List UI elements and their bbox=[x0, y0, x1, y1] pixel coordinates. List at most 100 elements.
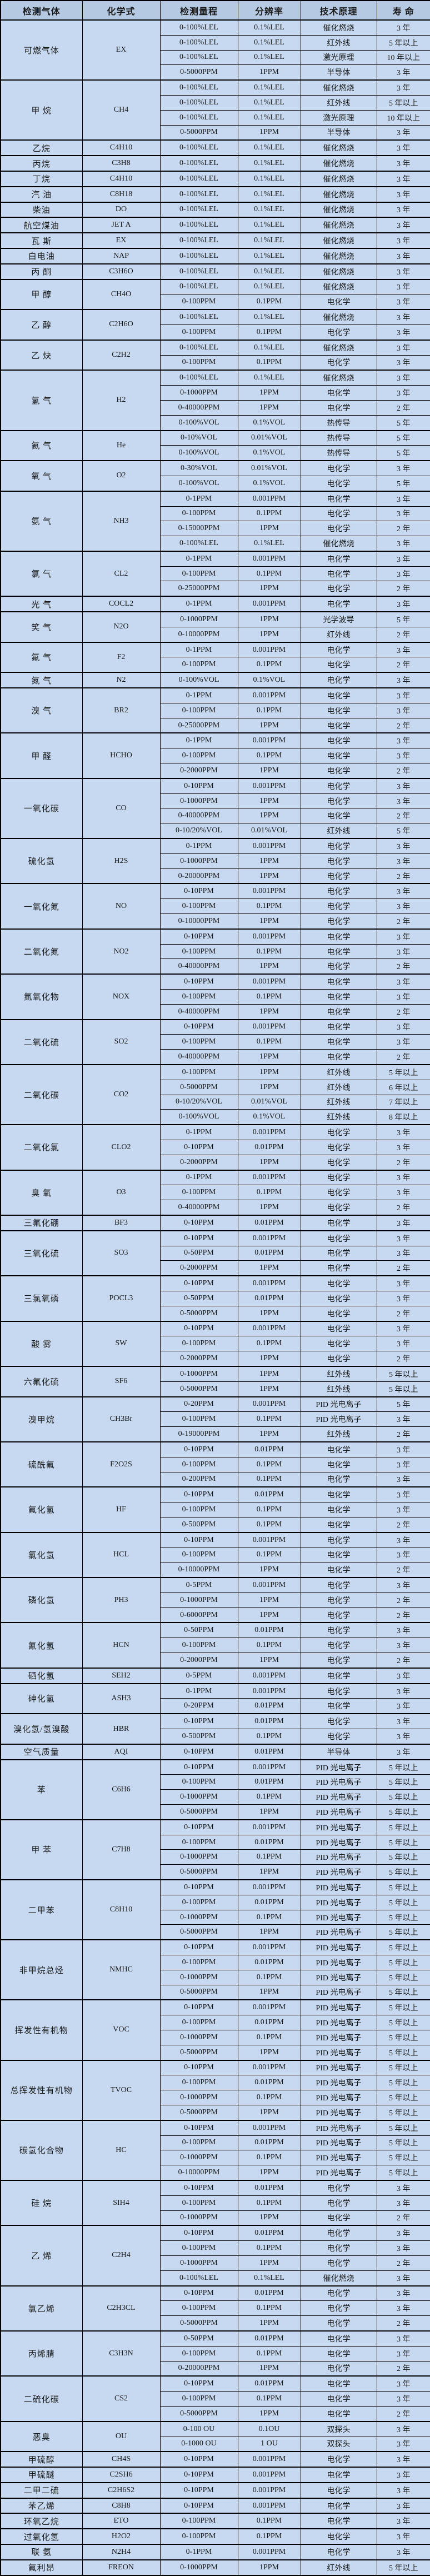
resolution-cell: 0.001PPM bbox=[237, 2482, 301, 2499]
table-row: 0-1000PPM 1PPM 电化学 2 年 bbox=[1, 1592, 430, 1608]
range-cell: 0-20000PPM bbox=[159, 868, 238, 884]
table-row: 甲 醛 HCHO 0-1PPM 0.001PPM 电化学 3 年 bbox=[0, 732, 430, 779]
lifespan-cell: 3 年 bbox=[376, 2451, 430, 2468]
resolution-cell: 1PPM bbox=[237, 1079, 301, 1095]
range-cell: 0-10PPM bbox=[159, 2285, 238, 2302]
resolution-cell: 1PPM bbox=[237, 581, 301, 597]
lifespan-cell: 5 年以上 bbox=[376, 1879, 430, 1895]
range-cell: 0-5000PPM bbox=[159, 1079, 238, 1095]
table-row: 0-100PPM 0.01PPM PID 光电离子 5 年以上 bbox=[1, 2075, 430, 2091]
range-cell: 0-40000PPM bbox=[159, 400, 238, 416]
resolution-cell: 0.1%LEL bbox=[237, 186, 301, 203]
table-row: 0-100PPM 0.1PPM 电化学 3 年 bbox=[1, 506, 430, 522]
lifespan-cell: 3 年 bbox=[376, 1275, 430, 1291]
principle-cell: 催化燃烧 bbox=[300, 79, 377, 96]
table-row: 0-19000PPM 1PPM 红外线 2 年 bbox=[1, 1426, 430, 1442]
range-cell: 0-50PPM bbox=[159, 1622, 238, 1639]
range-cell: 0-100PPM bbox=[159, 506, 238, 522]
principle-cell: PID 光电离子 bbox=[300, 1789, 377, 1805]
resolution-cell: 0.01PPM bbox=[237, 1139, 301, 1155]
range-cell: 0-100%LEL bbox=[159, 217, 238, 233]
resolution-cell: 1PPM bbox=[237, 124, 301, 141]
table-row: 0-10000PPM 1PPM 电化学 2 年 bbox=[1, 1562, 430, 1578]
range-cell: 0-100%VOL bbox=[159, 415, 238, 431]
lifespan-cell: 5 年以上 bbox=[376, 1789, 430, 1805]
lifespan-cell: 3 年 bbox=[376, 2467, 430, 2483]
table-row: 0-1000PPM 1PPM 电化学 3 年 bbox=[1, 385, 430, 401]
resolution-cell: 0.001PPM bbox=[237, 641, 301, 658]
range-cell: 0-2000PPM bbox=[159, 1260, 238, 1276]
resolution-cell: 0.1%VOL bbox=[237, 1109, 301, 1125]
formula-cell: COCL2 bbox=[82, 596, 161, 612]
range-cell: 0-100%LEL bbox=[159, 79, 238, 96]
resolution-cell: 0.001PPM bbox=[237, 550, 301, 567]
table-row: 0-1000PPM 1PPM 电化学 2 年 bbox=[1, 2210, 430, 2226]
principle-cell: 电化学 bbox=[300, 1441, 377, 1457]
lifespan-cell: 3 年 bbox=[376, 1290, 430, 1306]
range-cell: 0-10PPM bbox=[159, 1939, 238, 1956]
table-row: 氧 气 O2 0-30%VOL 0.01%VOL 电化学 3 年 bbox=[0, 460, 430, 492]
lifespan-cell: 3 年 bbox=[376, 1471, 430, 1487]
col-header-formula: 化学式 bbox=[82, 0, 161, 21]
principle-cell: 电化学 bbox=[300, 2315, 377, 2332]
lifespan-cell: 3 年 bbox=[376, 1214, 430, 1231]
resolution-cell: 0.1PPM bbox=[237, 2300, 301, 2317]
range-cell: 0-5000PPM bbox=[159, 1924, 238, 1940]
range-cell: 0-10PPM bbox=[159, 1441, 238, 1457]
principle-cell: 电化学 bbox=[300, 596, 377, 612]
formula-cell: N2 bbox=[82, 672, 161, 688]
lifespan-cell: 3 年 bbox=[376, 2330, 430, 2347]
gas-name-cell: 二甲苯 bbox=[0, 1879, 83, 1940]
lifespan-cell: 3 年 bbox=[376, 385, 430, 401]
formula-cell: C3H6O bbox=[82, 263, 161, 280]
range-cell: 0-1000PPM bbox=[159, 2210, 238, 2226]
formula-cell: C2SH6 bbox=[82, 2467, 161, 2483]
gas-name-cell: 二氧化碳 bbox=[0, 1064, 83, 1125]
principle-cell: 电化学 bbox=[300, 1154, 377, 1171]
principle-cell: 电化学 bbox=[300, 1562, 377, 1578]
resolution-cell: 1PPM bbox=[237, 2165, 301, 2181]
resolution-cell: 0.1PPM bbox=[237, 1185, 301, 1201]
range-cell: 0-10PPM bbox=[159, 777, 238, 794]
formula-cell: H2S bbox=[82, 838, 161, 884]
table-row: 0-100PPM 0.1PPM 电化学 3 年 bbox=[1, 2195, 430, 2211]
lifespan-cell: 3 年 bbox=[376, 1698, 430, 1714]
principle-cell: PID 光电离子 bbox=[300, 1999, 377, 2016]
principle-cell: 热传导 bbox=[300, 430, 377, 446]
range-cell: 0-100PPM bbox=[159, 1064, 238, 1080]
principle-cell: PID 光电离子 bbox=[300, 1984, 377, 2000]
table-row: 0-100%VOL 0.1%VOL 热传导 5 年 bbox=[1, 445, 430, 461]
principle-cell: 电化学 bbox=[300, 2513, 377, 2529]
principle-cell: 半导体 bbox=[300, 1743, 377, 1760]
table-row: 非甲烷总烃 NMHC 0-10PPM 0.001PPM PID 光电离子 5 年以上 bbox=[0, 1939, 430, 2000]
range-cell: 0-10000PPM bbox=[159, 626, 238, 643]
lifespan-cell: 3 年 bbox=[376, 566, 430, 582]
resolution-cell: 0.1PPM bbox=[237, 943, 301, 960]
resolution-cell: 0.001PPM bbox=[237, 687, 301, 703]
gas-name-cell: 非甲烷总烃 bbox=[0, 1939, 83, 2000]
principle-cell: 电化学 bbox=[300, 2225, 377, 2241]
principle-cell: 电化学 bbox=[300, 2240, 377, 2256]
gas-name-cell: 氮 气 bbox=[0, 672, 83, 688]
principle-cell: 电化学 bbox=[300, 913, 377, 930]
resolution-cell: 0.001PPM bbox=[237, 732, 301, 749]
range-cell: 0-10000PPM bbox=[159, 913, 238, 930]
principle-cell: 电化学 bbox=[300, 460, 377, 476]
principle-cell: 电化学 bbox=[300, 687, 377, 703]
formula-cell: FREON bbox=[82, 2559, 161, 2576]
principle-cell: 电化学 bbox=[300, 2285, 377, 2302]
lifespan-cell: 5 年 bbox=[376, 415, 430, 431]
range-cell: 0-2000PPM bbox=[159, 1351, 238, 1367]
lifespan-cell: 3 年 bbox=[376, 1638, 430, 1654]
range-cell: 0-100PPM bbox=[159, 1955, 238, 1970]
resolution-cell: 1PPM bbox=[237, 1004, 301, 1020]
resolution-cell: 0.1PPM bbox=[237, 2391, 301, 2407]
lifespan-cell: 5 年以上 bbox=[376, 1864, 430, 1880]
range-cell: 0-1000PPM bbox=[159, 853, 238, 869]
formula-cell: HF bbox=[82, 1486, 161, 1533]
table-row: 环氧乙烷 ETO 0-100PPM 0.1PPM 电化学 3 年 bbox=[0, 2513, 430, 2529]
table-row: 乙 醇 C2H6O 0-100%LEL 0.1%LEL 催化燃烧 3 年 bbox=[0, 309, 430, 341]
gas-name-cell: 二氧化氯 bbox=[0, 1124, 83, 1171]
table-row: 甲硫醚 C2SH6 0-10PPM 0.001PPM 电化学 3 年 bbox=[0, 2467, 430, 2483]
resolution-cell: 1PPM bbox=[237, 913, 301, 930]
